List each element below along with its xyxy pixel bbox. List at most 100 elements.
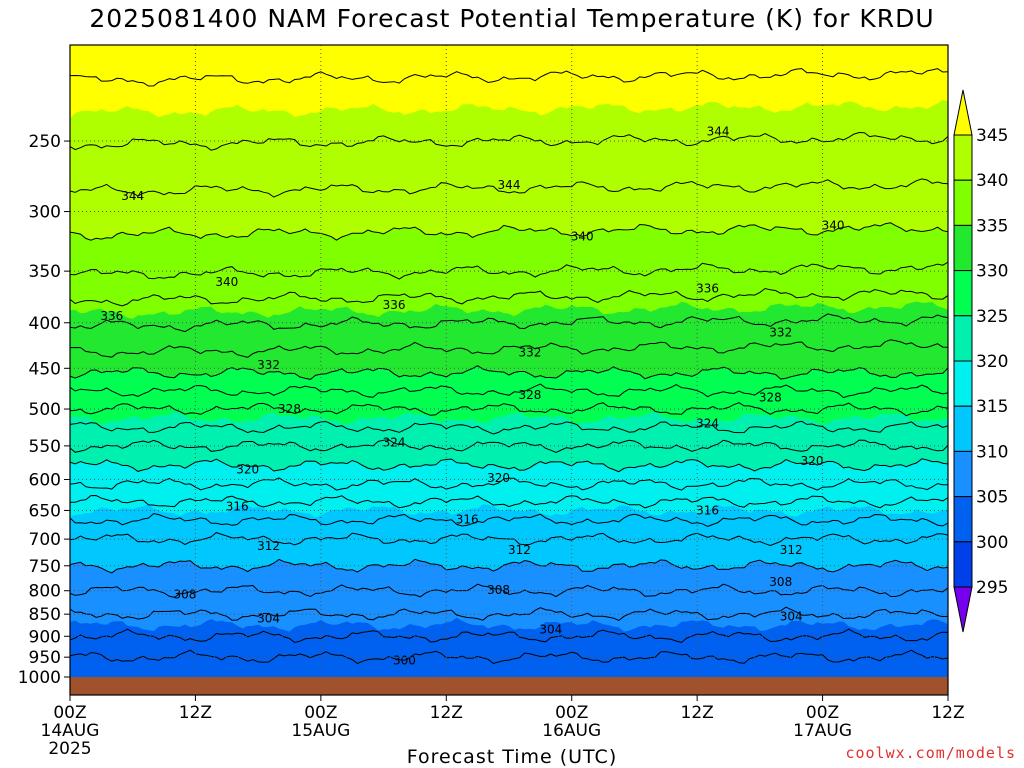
contour-label-16: 324	[696, 416, 719, 430]
contour-label-19: 320	[801, 454, 824, 468]
cbar-label-335: 335	[976, 216, 1008, 236]
band-345	[70, 45, 948, 119]
contour-324	[70, 420, 948, 435]
cbar-label-345: 345	[976, 126, 1008, 146]
contour-344	[70, 131, 948, 151]
y-tick-label-500: 500	[29, 400, 61, 420]
contour-label-2: 344	[707, 125, 730, 139]
contour-label-8: 336	[696, 281, 719, 295]
contour-326	[70, 402, 948, 417]
contour-label-7: 336	[383, 298, 406, 312]
cbar-box-7	[953, 450, 973, 498]
cbar-label-325: 325	[976, 307, 1008, 327]
contour-334	[70, 313, 948, 333]
grid-lines	[70, 45, 948, 677]
contour-label-30: 304	[539, 622, 562, 636]
contour-label-10: 332	[518, 346, 541, 360]
contour-302	[70, 649, 948, 665]
contour-label-11: 332	[769, 325, 792, 339]
y-tick-label-900: 900	[29, 627, 61, 647]
fill-bands	[70, 45, 948, 677]
y-tick-label-700: 700	[29, 530, 61, 550]
cbar-label-310: 310	[976, 442, 1008, 462]
contour-312	[70, 532, 948, 547]
contour-label-9: 332	[257, 358, 280, 372]
contour-328	[70, 383, 948, 399]
contour-346	[70, 68, 948, 87]
y-tick-label-750: 750	[29, 557, 61, 577]
x-tick-label-6: 00Z	[806, 703, 839, 723]
y-tick-label-800: 800	[29, 582, 61, 602]
contour-label-32: 300	[393, 653, 416, 667]
contour-label-28: 308	[769, 575, 792, 589]
plot-frame	[69, 44, 949, 696]
x-tick-label-3: 12Z	[430, 703, 463, 723]
contour-label-0: 344	[121, 189, 144, 203]
contour-label-23: 312	[257, 539, 280, 553]
contour-label-14: 328	[759, 390, 782, 404]
cbar-box-9	[953, 541, 973, 588]
cbar-label-330: 330	[976, 262, 1008, 282]
cbar-label-320: 320	[976, 352, 1008, 372]
cbar-box-6	[953, 405, 973, 452]
x-tick-date-4: 16AUG	[542, 721, 601, 741]
cbar-box-2	[953, 224, 973, 272]
contour-label-15: 324	[383, 435, 406, 449]
y-tick-label-350: 350	[29, 262, 61, 282]
contour-label-3: 340	[215, 275, 238, 289]
contour-314	[70, 513, 948, 527]
contour-label-26: 308	[174, 588, 197, 602]
contour-label-1: 344	[498, 178, 521, 192]
cbar-box-8	[953, 496, 973, 543]
x-tick-date-0: 14AUG	[41, 721, 100, 741]
contour-label-31: 304	[780, 609, 803, 623]
y-tick-label-250: 250	[29, 132, 61, 152]
x-tick-year-0: 2025	[48, 739, 91, 759]
y-tick-label-650: 650	[29, 501, 61, 521]
y-tick-label-550: 550	[29, 437, 61, 457]
contour-label-18: 320	[487, 471, 510, 485]
cbar-label-305: 305	[976, 488, 1008, 508]
cbar-box-1	[953, 179, 973, 226]
contour-label-22: 316	[696, 503, 719, 517]
contour-310	[70, 558, 948, 574]
contour-330	[70, 365, 948, 380]
y-tick-label-400: 400	[29, 314, 61, 334]
cbar-label-315: 315	[976, 397, 1008, 417]
cbar-box-4	[953, 315, 973, 362]
colorbar: 345 340 335 330 325 320 315 310 305 300 295	[953, 89, 1008, 633]
y-tick-label-600: 600	[29, 471, 61, 491]
contour-label-17: 320	[236, 463, 259, 477]
cbar-box-3	[953, 270, 973, 317]
contour-label-21: 316	[456, 512, 479, 526]
ground-layer	[70, 677, 948, 695]
x-tick-label-4: 00Z	[555, 703, 588, 723]
contour-340	[70, 222, 948, 241]
contour-308	[70, 583, 948, 598]
contour-348	[70, 0, 948, 14]
contour-316	[70, 494, 948, 509]
contour-label-24: 312	[508, 543, 531, 557]
contour-label-12: 328	[278, 402, 301, 416]
contour-318	[70, 477, 948, 491]
contour-label-4: 340	[571, 229, 594, 243]
contour-336	[70, 287, 948, 307]
contour-322	[70, 439, 948, 454]
watermark: coolwx.com/models	[845, 744, 1016, 762]
contour-338	[70, 261, 948, 280]
contour-label-25: 312	[780, 543, 803, 557]
x-tick-label-2: 00Z	[304, 703, 337, 723]
y-axis: 2503003504004505005506006507007508008509…	[18, 132, 70, 688]
x-tick-date-2: 15AUG	[291, 721, 350, 741]
cbar-label-295: 295	[976, 578, 1008, 598]
contour-332	[70, 339, 948, 358]
x-tick-label-7: 12Z	[931, 703, 964, 723]
y-tick-label-850: 850	[29, 605, 61, 625]
chart-title: 2025081400 NAM Forecast Potential Temper…	[89, 4, 935, 33]
contour-320	[70, 458, 948, 473]
contour-label-13: 328	[518, 388, 541, 402]
cbar-top-arrow	[953, 89, 973, 136]
contour-304	[70, 628, 948, 644]
